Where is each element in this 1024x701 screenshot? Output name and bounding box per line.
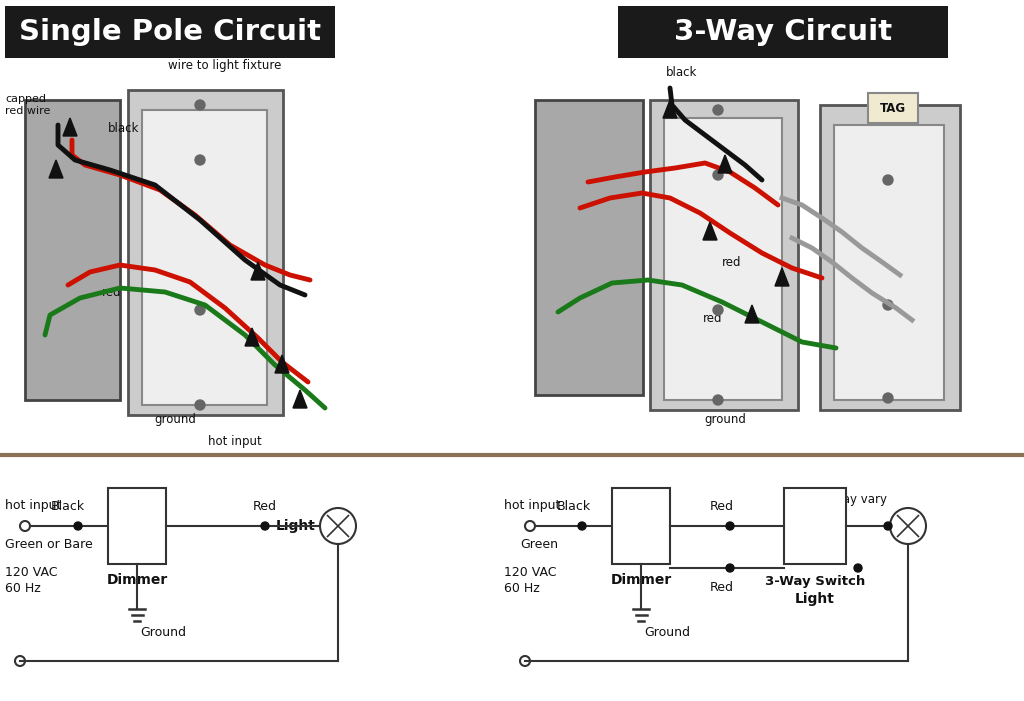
Circle shape bbox=[195, 100, 205, 110]
Circle shape bbox=[713, 305, 723, 315]
Bar bbox=[535, 100, 643, 395]
Text: wire to light fixture: wire to light fixture bbox=[168, 58, 282, 72]
Polygon shape bbox=[49, 160, 63, 178]
Text: red: red bbox=[703, 311, 723, 325]
Polygon shape bbox=[275, 355, 289, 373]
Circle shape bbox=[883, 175, 893, 185]
Text: hot input: hot input bbox=[504, 500, 560, 512]
Text: Colours may vary: Colours may vary bbox=[783, 494, 887, 507]
Polygon shape bbox=[745, 305, 759, 323]
Text: Single Pole Circuit: Single Pole Circuit bbox=[19, 18, 321, 46]
Text: red: red bbox=[102, 287, 122, 299]
Text: 120 VAC: 120 VAC bbox=[504, 566, 556, 578]
Text: Green: Green bbox=[520, 538, 558, 550]
Text: Dimmer: Dimmer bbox=[610, 573, 672, 587]
Polygon shape bbox=[63, 118, 77, 136]
Bar bbox=[612, 488, 670, 564]
Text: TAG: TAG bbox=[880, 102, 906, 114]
Bar bbox=[108, 488, 166, 564]
Bar bbox=[650, 100, 798, 410]
Circle shape bbox=[195, 155, 205, 165]
Text: 60 Hz: 60 Hz bbox=[504, 583, 540, 596]
Bar bbox=[664, 118, 782, 400]
Text: Light: Light bbox=[795, 592, 835, 606]
Text: capped
red wire: capped red wire bbox=[5, 94, 50, 116]
Circle shape bbox=[74, 522, 82, 530]
Polygon shape bbox=[775, 268, 790, 286]
Polygon shape bbox=[251, 262, 265, 280]
Text: Ground: Ground bbox=[140, 627, 186, 639]
Circle shape bbox=[195, 400, 205, 410]
Polygon shape bbox=[703, 222, 717, 240]
Circle shape bbox=[854, 564, 862, 572]
Circle shape bbox=[713, 395, 723, 405]
Polygon shape bbox=[718, 155, 732, 173]
Bar bbox=[820, 105, 961, 410]
Text: ground: ground bbox=[154, 414, 196, 426]
Circle shape bbox=[883, 110, 893, 120]
Text: Red: Red bbox=[710, 500, 734, 513]
Text: 60 Hz: 60 Hz bbox=[5, 583, 41, 596]
Text: 120 VAC: 120 VAC bbox=[5, 566, 57, 578]
Text: hot input: hot input bbox=[208, 435, 262, 449]
Text: Dimmer: Dimmer bbox=[106, 573, 168, 587]
Text: 3-Way Switch: 3-Way Switch bbox=[765, 576, 865, 589]
Polygon shape bbox=[293, 390, 307, 408]
Circle shape bbox=[713, 170, 723, 180]
Text: ground: ground bbox=[705, 414, 745, 426]
Circle shape bbox=[726, 564, 734, 572]
Polygon shape bbox=[245, 328, 259, 346]
Text: Red: Red bbox=[253, 500, 278, 513]
Text: black: black bbox=[667, 65, 697, 79]
Text: hot input: hot input bbox=[5, 500, 61, 512]
Bar bbox=[784, 488, 846, 564]
Circle shape bbox=[884, 522, 892, 530]
Text: Light: Light bbox=[276, 519, 316, 533]
Text: Black: Black bbox=[557, 500, 591, 513]
Text: Red: Red bbox=[710, 581, 734, 594]
Bar bbox=[868, 93, 918, 123]
Bar bbox=[128, 90, 283, 415]
Text: red: red bbox=[722, 255, 741, 268]
Circle shape bbox=[726, 522, 734, 530]
Polygon shape bbox=[663, 100, 677, 118]
Bar bbox=[25, 100, 120, 400]
Bar bbox=[834, 125, 944, 400]
Bar bbox=[142, 110, 267, 405]
Bar bbox=[5, 6, 335, 58]
Text: Ground: Ground bbox=[644, 627, 690, 639]
Circle shape bbox=[883, 300, 893, 310]
Circle shape bbox=[195, 305, 205, 315]
Text: 3-Way Circuit: 3-Way Circuit bbox=[674, 18, 892, 46]
Circle shape bbox=[578, 522, 586, 530]
Circle shape bbox=[713, 105, 723, 115]
Text: Green or Bare: Green or Bare bbox=[5, 538, 93, 550]
Circle shape bbox=[261, 522, 269, 530]
Text: black: black bbox=[108, 121, 139, 135]
Circle shape bbox=[883, 393, 893, 403]
Text: Black: Black bbox=[51, 500, 85, 513]
Bar bbox=[618, 6, 948, 58]
